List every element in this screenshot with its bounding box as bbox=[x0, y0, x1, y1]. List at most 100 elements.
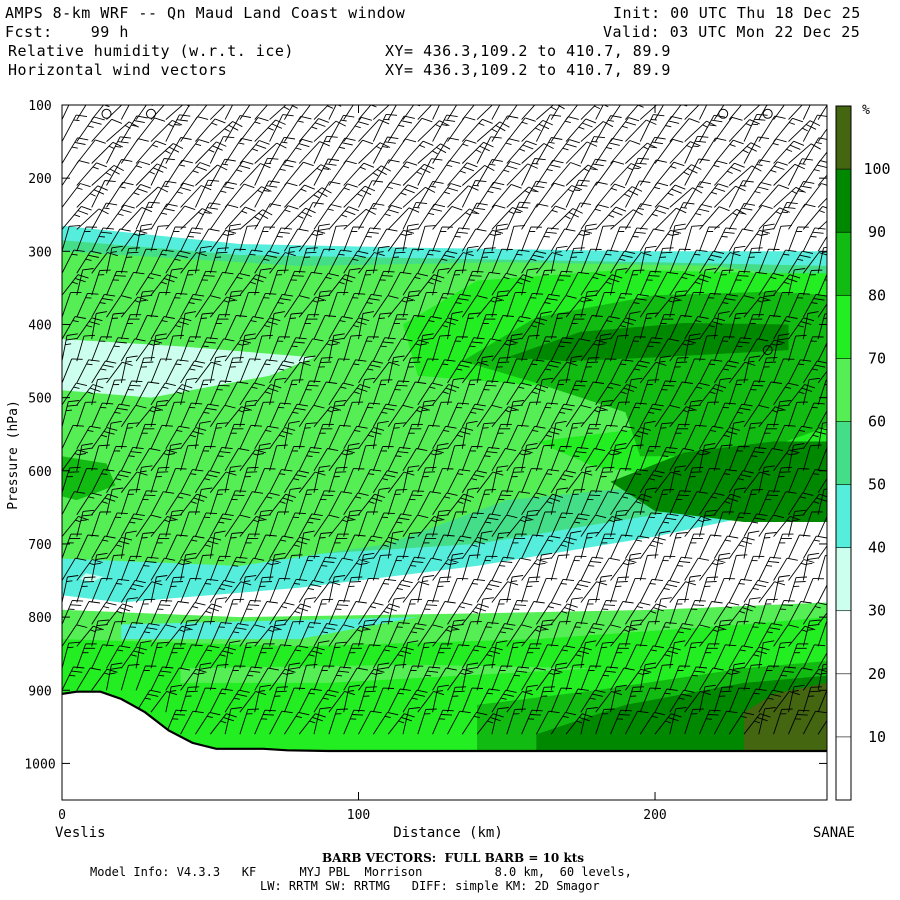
colorbar-bin bbox=[836, 295, 851, 359]
wind-barb bbox=[743, 355, 761, 384]
wind-barb bbox=[106, 470, 132, 493]
wind-barb bbox=[62, 205, 92, 230]
wind-barb bbox=[610, 226, 631, 252]
wind-barb bbox=[209, 314, 231, 340]
wind-barb bbox=[773, 449, 800, 472]
wind-barb bbox=[91, 444, 110, 471]
wind-barb bbox=[743, 422, 762, 449]
wind-barb bbox=[343, 268, 361, 296]
wind-barb bbox=[62, 333, 78, 362]
wind-barb bbox=[106, 578, 130, 603]
wind-barb bbox=[402, 105, 421, 120]
wind-barb bbox=[639, 554, 659, 581]
wind-barb bbox=[535, 227, 559, 252]
wind-barb bbox=[135, 465, 153, 493]
wind-barb bbox=[773, 491, 797, 515]
wind-barb bbox=[684, 466, 704, 493]
wind-barb bbox=[565, 622, 588, 647]
wind-barb bbox=[224, 532, 243, 559]
x-end-location: SANAE bbox=[813, 825, 855, 841]
wind-barb bbox=[476, 664, 496, 691]
wind-barb bbox=[521, 203, 549, 230]
wind-barb bbox=[91, 668, 118, 691]
wind-barb bbox=[758, 161, 788, 186]
wind-barb bbox=[358, 511, 379, 537]
wind-barb bbox=[328, 382, 354, 406]
wind-barb bbox=[106, 662, 123, 691]
wind-barb bbox=[802, 252, 827, 274]
wind-barb bbox=[224, 665, 246, 691]
wind-barb bbox=[610, 601, 634, 625]
wind-barb bbox=[224, 160, 254, 186]
wind-barb bbox=[610, 384, 638, 406]
wind-barb bbox=[639, 420, 656, 449]
wind-barb bbox=[387, 138, 417, 164]
wind-barb bbox=[773, 641, 792, 669]
wind-barb bbox=[713, 252, 741, 274]
wind-barb bbox=[506, 400, 525, 428]
wind-barb bbox=[758, 315, 781, 340]
wind-barb bbox=[580, 423, 601, 449]
wind-barb bbox=[684, 666, 708, 691]
wind-barb bbox=[417, 105, 433, 120]
wind-barb bbox=[461, 512, 484, 537]
wind-barb bbox=[654, 555, 676, 581]
wind-barb bbox=[209, 229, 237, 252]
wind-barb bbox=[402, 223, 419, 252]
wind-barb bbox=[728, 245, 746, 274]
wind-barb bbox=[180, 469, 204, 493]
wind-barb bbox=[491, 339, 518, 362]
wind-barb bbox=[461, 470, 487, 493]
wind-barb bbox=[669, 490, 692, 515]
wind-barb bbox=[328, 114, 355, 142]
wind-barb bbox=[817, 174, 827, 186]
wind-barb bbox=[194, 578, 219, 603]
wind-barb bbox=[62, 533, 82, 559]
wind-barb bbox=[269, 159, 297, 186]
wind-barb bbox=[461, 312, 481, 340]
wind-barb bbox=[343, 208, 376, 230]
wind-barb bbox=[802, 552, 820, 581]
wind-barb bbox=[521, 268, 539, 296]
wind-barb bbox=[758, 581, 786, 603]
terrain-line bbox=[62, 690, 827, 753]
wind-barb bbox=[580, 121, 614, 142]
wind-barb bbox=[269, 710, 293, 735]
wind-barb bbox=[491, 183, 522, 208]
wind-barb bbox=[432, 105, 440, 120]
wind-barb bbox=[476, 622, 499, 647]
wind-barb bbox=[135, 381, 160, 406]
wind-barb bbox=[343, 116, 373, 142]
colorbar-bin bbox=[836, 673, 851, 738]
calm-wind-marker bbox=[101, 108, 112, 119]
wind-barb bbox=[224, 623, 249, 647]
wind-barb bbox=[743, 489, 764, 515]
wind-barb bbox=[180, 162, 211, 186]
wind-barb bbox=[180, 336, 201, 362]
wind-barb bbox=[343, 509, 361, 537]
wind-barb bbox=[506, 105, 518, 120]
wind-barb bbox=[447, 162, 478, 186]
wind-barb bbox=[180, 644, 203, 669]
wind-barb bbox=[728, 295, 755, 318]
wind-barb bbox=[506, 466, 526, 493]
wind-barb bbox=[491, 665, 513, 691]
wind-barb bbox=[387, 579, 413, 603]
wind-barb bbox=[580, 532, 599, 559]
wind-barb bbox=[402, 665, 424, 691]
wind-barb bbox=[91, 227, 115, 252]
colorbar-frame bbox=[835, 105, 852, 801]
wind-barb bbox=[76, 139, 106, 164]
wind-barb bbox=[432, 576, 452, 603]
wind-barb bbox=[106, 204, 135, 230]
wind-barb bbox=[387, 247, 407, 274]
wind-barb bbox=[343, 684, 361, 713]
wind-barb bbox=[313, 598, 334, 625]
wind-barb bbox=[625, 252, 652, 274]
wind-barb bbox=[106, 554, 125, 581]
wind-barb bbox=[728, 578, 752, 603]
wind-barb bbox=[328, 708, 348, 735]
wind-barb bbox=[269, 686, 289, 713]
wind-barb bbox=[313, 381, 338, 406]
wind-barb bbox=[536, 602, 562, 625]
